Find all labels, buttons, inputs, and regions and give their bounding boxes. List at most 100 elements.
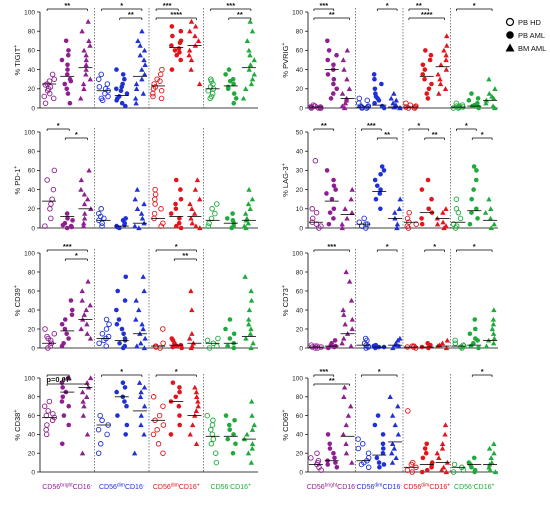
point-bm-aml (339, 103, 346, 109)
y-tick-label: 40 (296, 307, 304, 314)
y-tick-label: 0 (31, 345, 35, 352)
point-bm-aml (242, 274, 248, 279)
point-bm-aml (189, 331, 195, 336)
significance-label: * (386, 242, 389, 251)
point-pb-hd (457, 215, 464, 222)
point-bm-aml (194, 394, 200, 399)
x-category-label: CD56dimCD16+ (153, 483, 200, 492)
point-pb-aml (378, 206, 383, 212)
point-bm-aml (443, 33, 450, 39)
point-pb-aml (231, 91, 237, 96)
point-bm-aml (341, 384, 348, 390)
point-bm-aml (438, 467, 445, 473)
point-pb-aml (422, 76, 427, 82)
point-pb-aml (333, 187, 338, 192)
y-tick-label: 60 (296, 288, 304, 295)
significance-label: * (120, 1, 123, 10)
point-pb-aml (176, 46, 182, 51)
point-pb-hd (44, 422, 50, 428)
point-pb-hd (405, 408, 411, 414)
point-pb-aml (469, 91, 474, 96)
point-pb-hd (43, 431, 50, 438)
point-bm-aml (80, 412, 87, 418)
point-bm-aml (137, 394, 144, 399)
significance-label: ** (329, 10, 335, 19)
point-pb-hd (48, 215, 54, 222)
point-pb-aml (429, 196, 434, 202)
point-pb-aml (61, 413, 67, 418)
y-tick-label: 100 (292, 9, 303, 16)
point-pb-aml (174, 223, 179, 229)
point-pb-aml (178, 28, 184, 34)
significance-label: * (433, 242, 436, 251)
point-pb-aml (178, 196, 184, 202)
significance-label: * (378, 367, 381, 376)
point-bm-aml (141, 345, 148, 351)
point-pb-hd (452, 340, 459, 347)
point-pb-aml (66, 403, 72, 409)
point-bm-aml (195, 398, 201, 404)
point-pb-hd (453, 206, 460, 212)
point-bm-aml (342, 206, 348, 211)
point-pb-hd (212, 450, 219, 456)
point-bm-aml (245, 201, 252, 207)
point-pb-hd (160, 403, 166, 409)
point-pb-aml (68, 223, 74, 229)
point-pb-hd (98, 206, 104, 212)
y-tick-label: 10 (296, 206, 304, 213)
point-pb-hd (106, 321, 112, 328)
point-pb-aml (334, 52, 339, 58)
point-pb-hd (355, 436, 361, 442)
significance-label: ** (416, 1, 422, 10)
point-pb-aml (231, 331, 237, 337)
point-bm-aml (83, 307, 89, 313)
point-bm-aml (195, 38, 202, 43)
point-pb-aml (332, 455, 337, 461)
point-bm-aml (394, 221, 401, 227)
y-tick-label: 20 (296, 187, 304, 194)
point-bm-aml (81, 191, 88, 197)
point-bm-aml (436, 90, 442, 96)
point-bm-aml (344, 76, 350, 82)
point-pb-aml (116, 317, 122, 322)
point-bm-aml (444, 42, 450, 48)
point-pb-hd (209, 431, 216, 438)
point-bm-aml (490, 316, 497, 322)
point-bm-aml (438, 62, 444, 67)
point-bm-aml (81, 215, 88, 221)
point-bm-aml (188, 66, 194, 72)
point-pb-hd (96, 210, 102, 217)
y-tick-label: 100 (292, 250, 303, 257)
point-bm-aml (343, 422, 349, 428)
point-bm-aml (133, 297, 139, 303)
point-pb-hd (42, 326, 48, 332)
y-tick-label: 60 (296, 48, 304, 55)
point-bm-aml (349, 186, 355, 192)
point-pb-aml (115, 413, 120, 418)
point-bm-aml (80, 81, 87, 87)
point-pb-aml (123, 216, 128, 221)
point-pb-hd (364, 97, 371, 104)
point-bm-aml (187, 28, 193, 34)
point-pb-hd (158, 95, 165, 102)
point-bm-aml (240, 95, 247, 101)
point-pb-aml (325, 462, 331, 467)
y-tick-label: 100 (24, 9, 35, 16)
point-bm-aml (394, 225, 400, 231)
point-bm-aml (87, 335, 94, 341)
y-tick-label: 60 (28, 48, 36, 55)
point-pb-aml (429, 460, 435, 465)
y-tick-label: 50 (296, 129, 304, 136)
point-bm-aml (487, 215, 494, 221)
y-tick-label: 20 (296, 86, 304, 93)
point-pb-aml (65, 52, 71, 58)
significance-label: *** (63, 242, 72, 251)
point-pb-aml (65, 62, 70, 68)
significance-label: *** (63, 376, 72, 385)
point-pb-aml (62, 220, 68, 226)
point-bm-aml (189, 343, 195, 349)
x-category-label: CD56-CD16+ (454, 483, 494, 492)
point-pb-aml (173, 177, 179, 183)
point-bm-aml (249, 76, 256, 82)
point-pb-hd (210, 417, 216, 424)
